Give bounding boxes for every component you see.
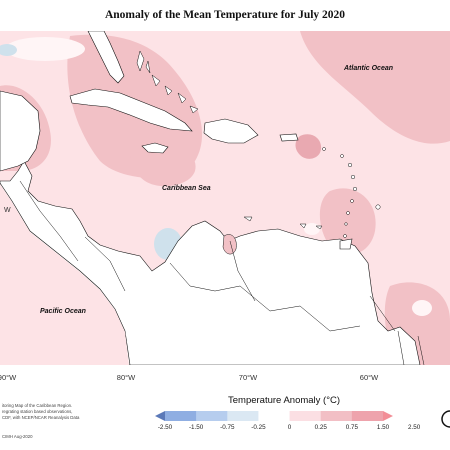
island-jamaica — [141, 142, 169, 154]
islands-bahamas — [136, 50, 199, 114]
pacific-ocean-label: Pacific Ocean — [40, 308, 86, 315]
legend-tick-label: 0 — [287, 424, 292, 431]
legend-cell — [289, 411, 322, 421]
pacific-coastline — [0, 182, 131, 365]
legend-colorbar — [155, 411, 393, 421]
cool-patch-gulf — [0, 44, 17, 56]
legend-cell — [196, 411, 228, 421]
map-area: Atlantic Ocean Caribbean Sea Pacific Oce… — [0, 31, 450, 365]
near-zero-patch-north — [5, 37, 85, 61]
map-title: Anomaly of the Mean Temperature for July… — [104, 9, 346, 21]
legend-cell — [227, 411, 259, 421]
legend-tick-label: 0.25 — [314, 424, 327, 431]
island-hispaniola — [203, 118, 259, 144]
legend-tick-label: 1.50 — [376, 424, 390, 431]
near-zero-patch-venezuela — [304, 223, 320, 235]
lon-label-70w: 70°W — [238, 373, 258, 382]
legend-arrow-high — [383, 411, 393, 421]
lon-label-90w: 90°W — [0, 373, 17, 382]
legend-arrow-low — [155, 411, 165, 421]
legend-tick-label: 2.50 — [408, 424, 421, 431]
legend-cell — [165, 411, 197, 421]
legend-title: Temperature Anomaly (°C) — [228, 395, 341, 406]
anomaly-map: Atlantic Ocean Caribbean Sea Pacific Oce… — [0, 31, 450, 365]
lon-label-60w: 60°W — [359, 373, 379, 382]
pacific-water — [0, 184, 129, 365]
caribbean-sea-label: Caribbean Sea — [162, 185, 211, 192]
cimh-logo — [441, 410, 450, 428]
legend-tick-label: -1.50 — [188, 424, 204, 431]
island-trinidad — [339, 238, 353, 250]
warm-region-northeast — [300, 31, 450, 144]
credit-line: CDF, with NCEP/NCAR Reanalysis Data — [2, 415, 80, 421]
legend-cell — [320, 411, 353, 421]
island-puerto-rico — [279, 133, 299, 142]
country-borders — [19, 180, 425, 365]
legend-cell — [351, 411, 384, 421]
legend-tick-label: -0.75 — [220, 424, 235, 431]
legend-tick-label: -2.50 — [157, 424, 173, 431]
warm-region-lesser-antilles — [319, 188, 376, 255]
credit-date: CIMH Aug-2020 — [2, 434, 33, 439]
islands-abc — [243, 216, 323, 230]
lake-maracaibo — [222, 234, 237, 255]
landmass-yucatan — [0, 90, 41, 172]
islands-lesser-antilles — [322, 147, 381, 238]
warm-region-puerto-rico — [295, 134, 322, 159]
island-cuba — [69, 88, 193, 132]
legend-cell — [258, 411, 290, 421]
credit-line: regrating station based observations, — [2, 409, 73, 415]
credit-text: itoring Map of the Caribbean Region. reg… — [2, 403, 110, 422]
credit-line: itoring Map of the Caribbean Region. — [2, 403, 73, 408]
lon-label-80w: 80°W — [116, 373, 136, 382]
near-zero-patch-guyana — [412, 300, 432, 316]
warm-region-caribbean-central — [130, 140, 196, 187]
west-edge-label: W — [4, 207, 11, 214]
legend-tick-label: -0.25 — [251, 424, 266, 431]
landmass-florida — [87, 31, 125, 84]
atlantic-ocean-label: Atlantic Ocean — [343, 65, 393, 72]
legend-tick-label: 0.75 — [345, 424, 358, 431]
